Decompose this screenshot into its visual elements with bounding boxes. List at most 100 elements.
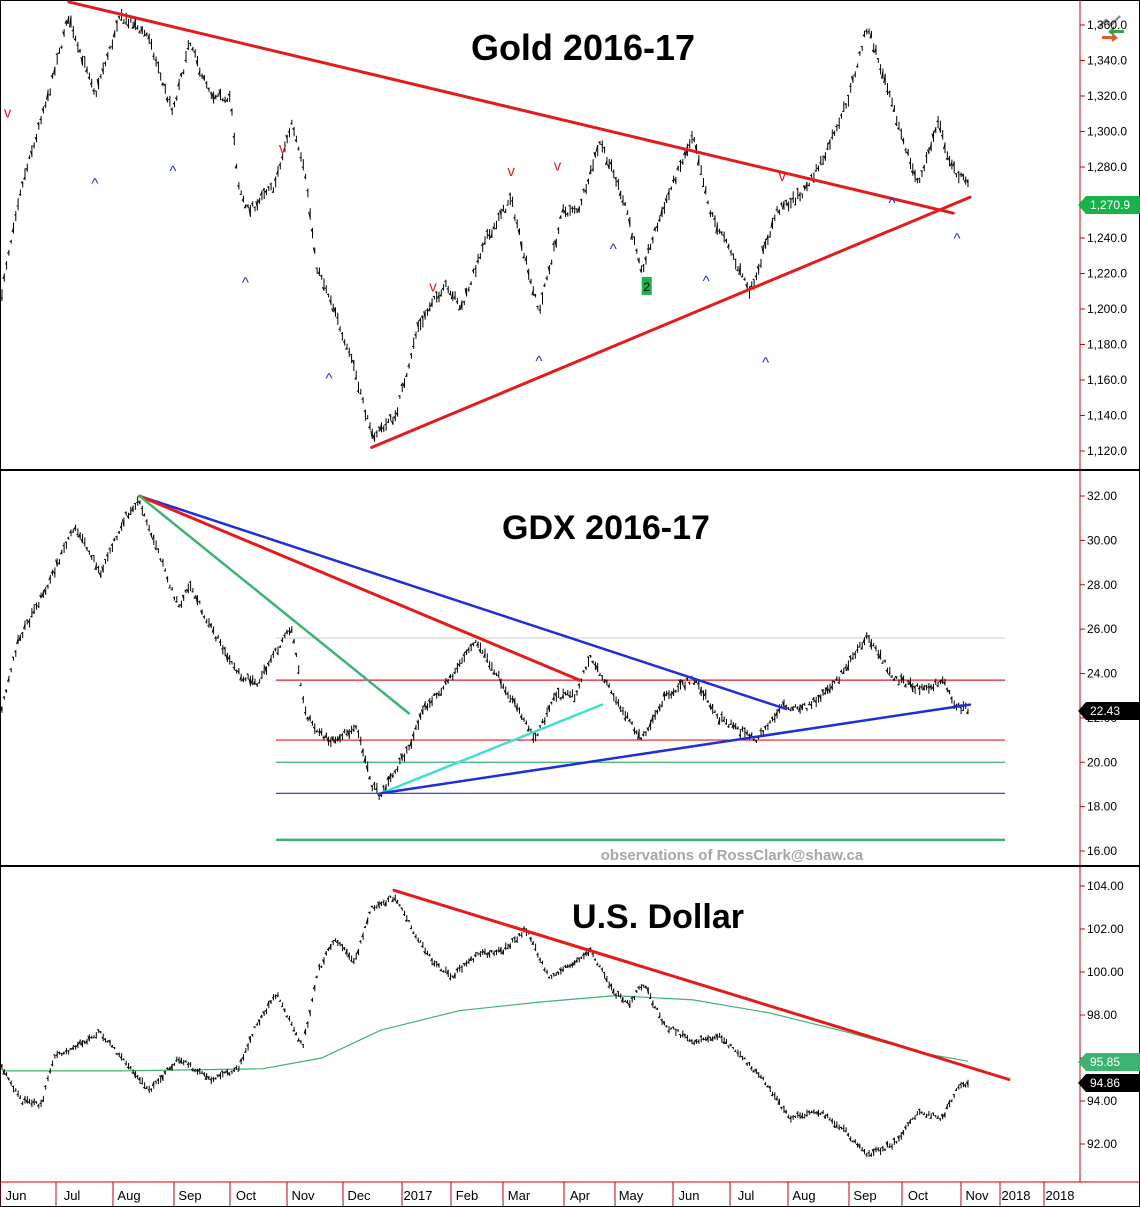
price-bar-tick <box>216 95 219 97</box>
price-bar-tick <box>855 649 858 651</box>
price-bar-tick <box>489 668 493 671</box>
price-bar-tick <box>499 678 502 686</box>
price-bar-tick <box>927 685 930 688</box>
price-bar-tick <box>533 732 536 735</box>
price-bar-tick <box>273 177 277 181</box>
price-bar-tick <box>623 717 626 720</box>
price-bar-tick <box>207 87 210 91</box>
price-bar-tick <box>342 947 346 951</box>
price-bar-tick <box>667 692 670 695</box>
price-bar-tick <box>39 594 42 599</box>
price-bar-tick <box>11 1085 14 1088</box>
price-bar-tick <box>763 241 767 249</box>
price-bar-tick <box>310 228 313 233</box>
price-bar-tick <box>379 423 382 431</box>
price-bar-tick <box>119 18 122 21</box>
chart-panels: 1,120.0 1,140.0 1,160.0 1,180.0 1,200.0 1,220… <box>0 0 1140 1157</box>
price-bar-tick <box>595 665 599 672</box>
price-bar-tick <box>381 427 385 430</box>
price-bar-tick <box>237 185 240 188</box>
price-bar-tick <box>508 944 511 949</box>
price-bar-tick <box>903 683 907 688</box>
price-bar-tick <box>62 31 65 36</box>
price-bar-tick <box>692 138 695 141</box>
buy-signal-marker: ^ <box>703 273 710 290</box>
price-bar-tick <box>267 186 270 189</box>
price-bar-tick <box>848 655 852 659</box>
price-bar-tick <box>664 198 668 203</box>
price-bar-tick <box>336 316 339 319</box>
price-bar-tick <box>365 918 369 925</box>
price-bar-tick <box>455 301 458 303</box>
price-bar-tick <box>0 297 3 300</box>
price-bar-tick <box>214 1077 217 1080</box>
price-bar-tick <box>736 269 739 272</box>
price-bar-tick <box>644 731 647 734</box>
price-bar-tick <box>195 60 198 66</box>
price-bar-tick <box>303 711 306 714</box>
price-bar-tick <box>627 1003 631 1009</box>
price-bar-tick <box>802 185 806 189</box>
price-bar-tick <box>305 716 309 720</box>
price-bar-tick <box>349 730 352 733</box>
price-bar-tick <box>782 201 785 210</box>
x-tick-label: 2017 <box>404 1188 433 1203</box>
price-bar-tick <box>791 197 794 200</box>
price-bar-tick <box>614 993 617 996</box>
price-bar-tick <box>464 650 468 654</box>
price-bar-tick <box>20 181 24 185</box>
price-bar-tick <box>220 1070 224 1074</box>
price-bar-tick <box>59 551 63 555</box>
price-bar-tick <box>296 1039 300 1042</box>
price-bar-tick <box>354 376 357 380</box>
price-bar-tick <box>71 29 74 32</box>
price-bar-tick <box>664 692 668 697</box>
price-bar-tick <box>20 631 24 635</box>
price-bar-tick <box>961 174 964 177</box>
price-bar-tick <box>423 311 426 319</box>
buy-signal-marker: ^ <box>91 175 98 192</box>
price-bar-tick <box>356 730 359 733</box>
price-bar-tick <box>469 643 472 647</box>
price-bar-tick <box>729 723 732 725</box>
price-bar-tick <box>69 530 72 534</box>
price-bar-tick <box>602 146 605 149</box>
price-bar-tick <box>310 999 313 1002</box>
chart-toolbar-icon[interactable] <box>1096 12 1130 42</box>
price-bar-tick <box>697 1040 700 1043</box>
price-bar-tick <box>333 307 336 314</box>
price-bar-tick <box>819 1113 822 1116</box>
price-bar-tick <box>908 679 911 686</box>
price-bar-tick <box>862 638 865 644</box>
price-bar-tick <box>282 1008 286 1013</box>
price-bar-tick <box>644 985 647 989</box>
price-bar-tick <box>669 1028 672 1030</box>
price-bar-tick <box>745 1062 748 1065</box>
price-bar-tick <box>179 1058 182 1064</box>
price-bar-tick <box>278 646 281 648</box>
price-bar-tick <box>421 945 424 948</box>
price-bar-tick <box>418 318 422 322</box>
price-bar-tick <box>724 238 727 242</box>
price-bar-tick <box>807 1110 810 1113</box>
y-tick-label: 1,120.0 <box>1087 444 1127 458</box>
price-bar-tick <box>653 714 656 718</box>
price-bar-tick <box>101 1036 104 1039</box>
price-bar-tick <box>826 148 828 150</box>
price-bar-tick <box>858 51 861 54</box>
price-bar-tick <box>736 727 739 730</box>
price-bar-tick <box>487 952 491 957</box>
price-bar-tick <box>460 300 463 310</box>
price-bar-tick <box>487 233 490 237</box>
price-bar-tick <box>605 680 608 683</box>
price-bar-tick <box>213 94 217 100</box>
price-bar-tick <box>894 675 898 679</box>
price-bar-tick <box>908 161 911 165</box>
price-bar-tick <box>768 1086 771 1089</box>
price-bar-tick <box>32 610 35 614</box>
price-bar-tick <box>816 1111 819 1117</box>
price-bar-tick <box>64 20 67 24</box>
price-bar-tick <box>50 74 54 79</box>
price-bar-tick <box>878 68 881 70</box>
